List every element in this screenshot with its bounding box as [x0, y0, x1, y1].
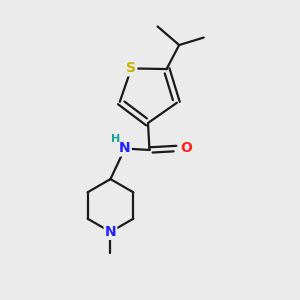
Text: N: N — [119, 142, 131, 155]
Text: H: H — [111, 134, 121, 144]
Text: N: N — [105, 225, 116, 239]
Text: S: S — [126, 61, 136, 75]
Text: O: O — [180, 142, 192, 155]
